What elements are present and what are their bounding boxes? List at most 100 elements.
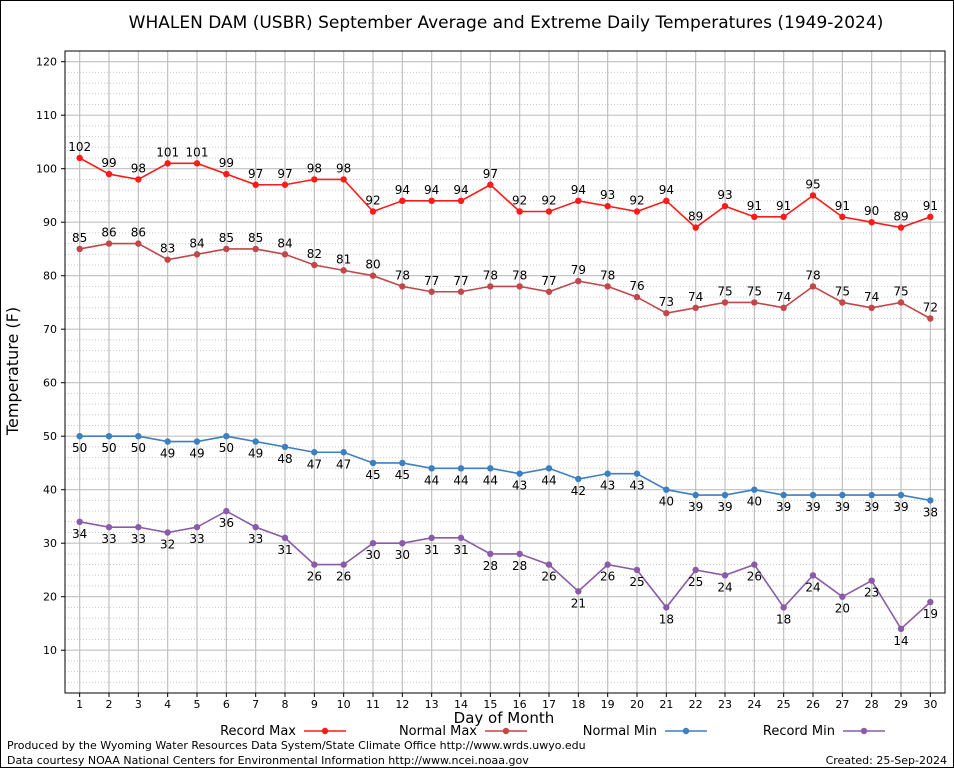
record-max-data-label: 102 (68, 140, 91, 154)
record-min-data-label: 25 (688, 575, 703, 589)
record-max-data-label: 94 (424, 183, 439, 197)
normal-max-data-label: 72 (923, 301, 938, 315)
record-min-point (252, 523, 259, 531)
normal-min-data-label: 39 (805, 500, 820, 514)
record-max-point (780, 213, 787, 221)
record-max-point (193, 160, 201, 167)
normal-max-data-label: 75 (835, 284, 850, 298)
y-tick-label: 50 (43, 430, 57, 443)
record-min-point (399, 540, 406, 547)
x-tick-label: 5 (194, 698, 201, 711)
record-min-data-label: 26 (541, 570, 556, 584)
record-min-data-label: 18 (659, 612, 674, 626)
normal-max-point (927, 315, 934, 322)
normal-min-point (135, 433, 142, 440)
legend-swatch-marker (860, 727, 868, 735)
record-max-data-label: 99 (101, 156, 116, 170)
record-min-data-label: 24 (717, 580, 732, 594)
normal-max-point (223, 245, 230, 253)
record-max-data-label: 97 (277, 167, 292, 181)
x-tick-label: 23 (718, 698, 732, 711)
record-max-data-label: 99 (219, 156, 234, 170)
legend: Record Max Normal Max Normal Min Record Min (220, 724, 885, 739)
normal-min-data-label: 45 (365, 468, 380, 482)
record-min-data-label: 21 (571, 596, 586, 610)
normal-max-data-label: 78 (395, 268, 410, 282)
normal-min-data-label: 44 (424, 473, 439, 487)
record-min-data-label: 33 (101, 532, 116, 546)
record-max-point (457, 197, 465, 204)
x-tick-label: 9 (311, 698, 318, 711)
x-tick-label: 18 (571, 698, 585, 711)
normal-min-data-label: 42 (571, 484, 586, 498)
record-max-data-label: 94 (453, 183, 468, 197)
footer-created: Created: 25-Sep-2024 (826, 754, 947, 767)
record-max-data-label: 95 (805, 177, 820, 191)
normal-max-series: 85 86 86 83 84 85 85 84 82 81 80 78 77 77 78 78 77 79 78 76… (72, 226, 938, 322)
normal-max-point (516, 283, 523, 290)
record-min-point (692, 566, 699, 574)
record-min-point (76, 518, 83, 525)
normal-min-data-label: 40 (659, 495, 674, 509)
record-min-point (809, 572, 817, 579)
record-max-point (311, 176, 318, 183)
normal-max-point (76, 245, 83, 253)
record-min-point (897, 625, 905, 632)
record-max-point (340, 176, 347, 183)
record-min-data-label: 23 (864, 586, 879, 600)
record-min-data-label: 30 (395, 548, 410, 562)
legend-label: Normal Max (399, 724, 477, 739)
normal-min-point (780, 491, 787, 499)
normal-max-data-label: 73 (659, 295, 674, 309)
record-min-data-label: 33 (189, 532, 204, 546)
normal-max-data-label: 81 (336, 252, 351, 266)
chart-title: WHALEN DAM (USBR) September Average and … (129, 13, 884, 33)
normal-min-point (663, 486, 670, 493)
normal-max-point (545, 288, 553, 295)
normal-max-point (428, 288, 435, 295)
record-max-point (927, 213, 934, 221)
normal-min-point (751, 486, 758, 493)
record-max-point (369, 208, 377, 215)
normal-min-data-label: 44 (541, 473, 556, 487)
x-axis-label: Day of Month (454, 709, 555, 727)
normal-max-point (340, 267, 347, 274)
record-min-data-label: 32 (160, 538, 175, 552)
record-max-data-label: 91 (776, 199, 791, 213)
normal-min-point (252, 438, 259, 445)
x-tick-label: 1 (76, 698, 83, 711)
record-max-point (105, 170, 113, 178)
x-tick-label: 21 (659, 698, 673, 711)
record-min-data-label: 33 (248, 532, 263, 546)
normal-min-data-label: 43 (629, 479, 644, 493)
normal-min-point (164, 438, 171, 445)
normal-max-data-label: 78 (600, 268, 615, 282)
footer-produced-by: Produced by the Wyoming Water Resources … (7, 739, 586, 752)
record-min-point (281, 534, 289, 542)
normal-min-data-label: 39 (835, 500, 850, 514)
normal-min-point (311, 449, 318, 456)
record-max-data-label: 98 (307, 161, 322, 175)
normal-min-data-label: 50 (131, 441, 146, 455)
normal-min-data-label: 47 (336, 457, 351, 471)
normal-min-point (340, 449, 347, 456)
normal-max-point (135, 240, 142, 247)
legend-swatch-marker (502, 727, 510, 735)
record-max-point (252, 181, 259, 188)
record-max-data-label: 90 (864, 204, 879, 218)
normal-min-point (868, 491, 875, 499)
record-max-point (721, 202, 729, 210)
normal-max-point (692, 304, 699, 311)
normal-max-line (79, 242, 931, 320)
normal-min-point (487, 465, 494, 472)
x-tick-label: 29 (894, 698, 908, 711)
normal-max-point (839, 299, 846, 306)
legend-label: Record Min (763, 724, 835, 739)
normal-min-data-label: 49 (248, 447, 263, 461)
normal-max-data-label: 86 (101, 226, 116, 240)
record-min-point (487, 550, 494, 558)
x-tick-label: 17 (542, 698, 556, 711)
normal-min-data-label: 47 (307, 457, 322, 471)
